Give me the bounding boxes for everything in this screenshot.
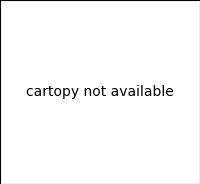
- Text: cartopy not available: cartopy not available: [26, 85, 174, 99]
